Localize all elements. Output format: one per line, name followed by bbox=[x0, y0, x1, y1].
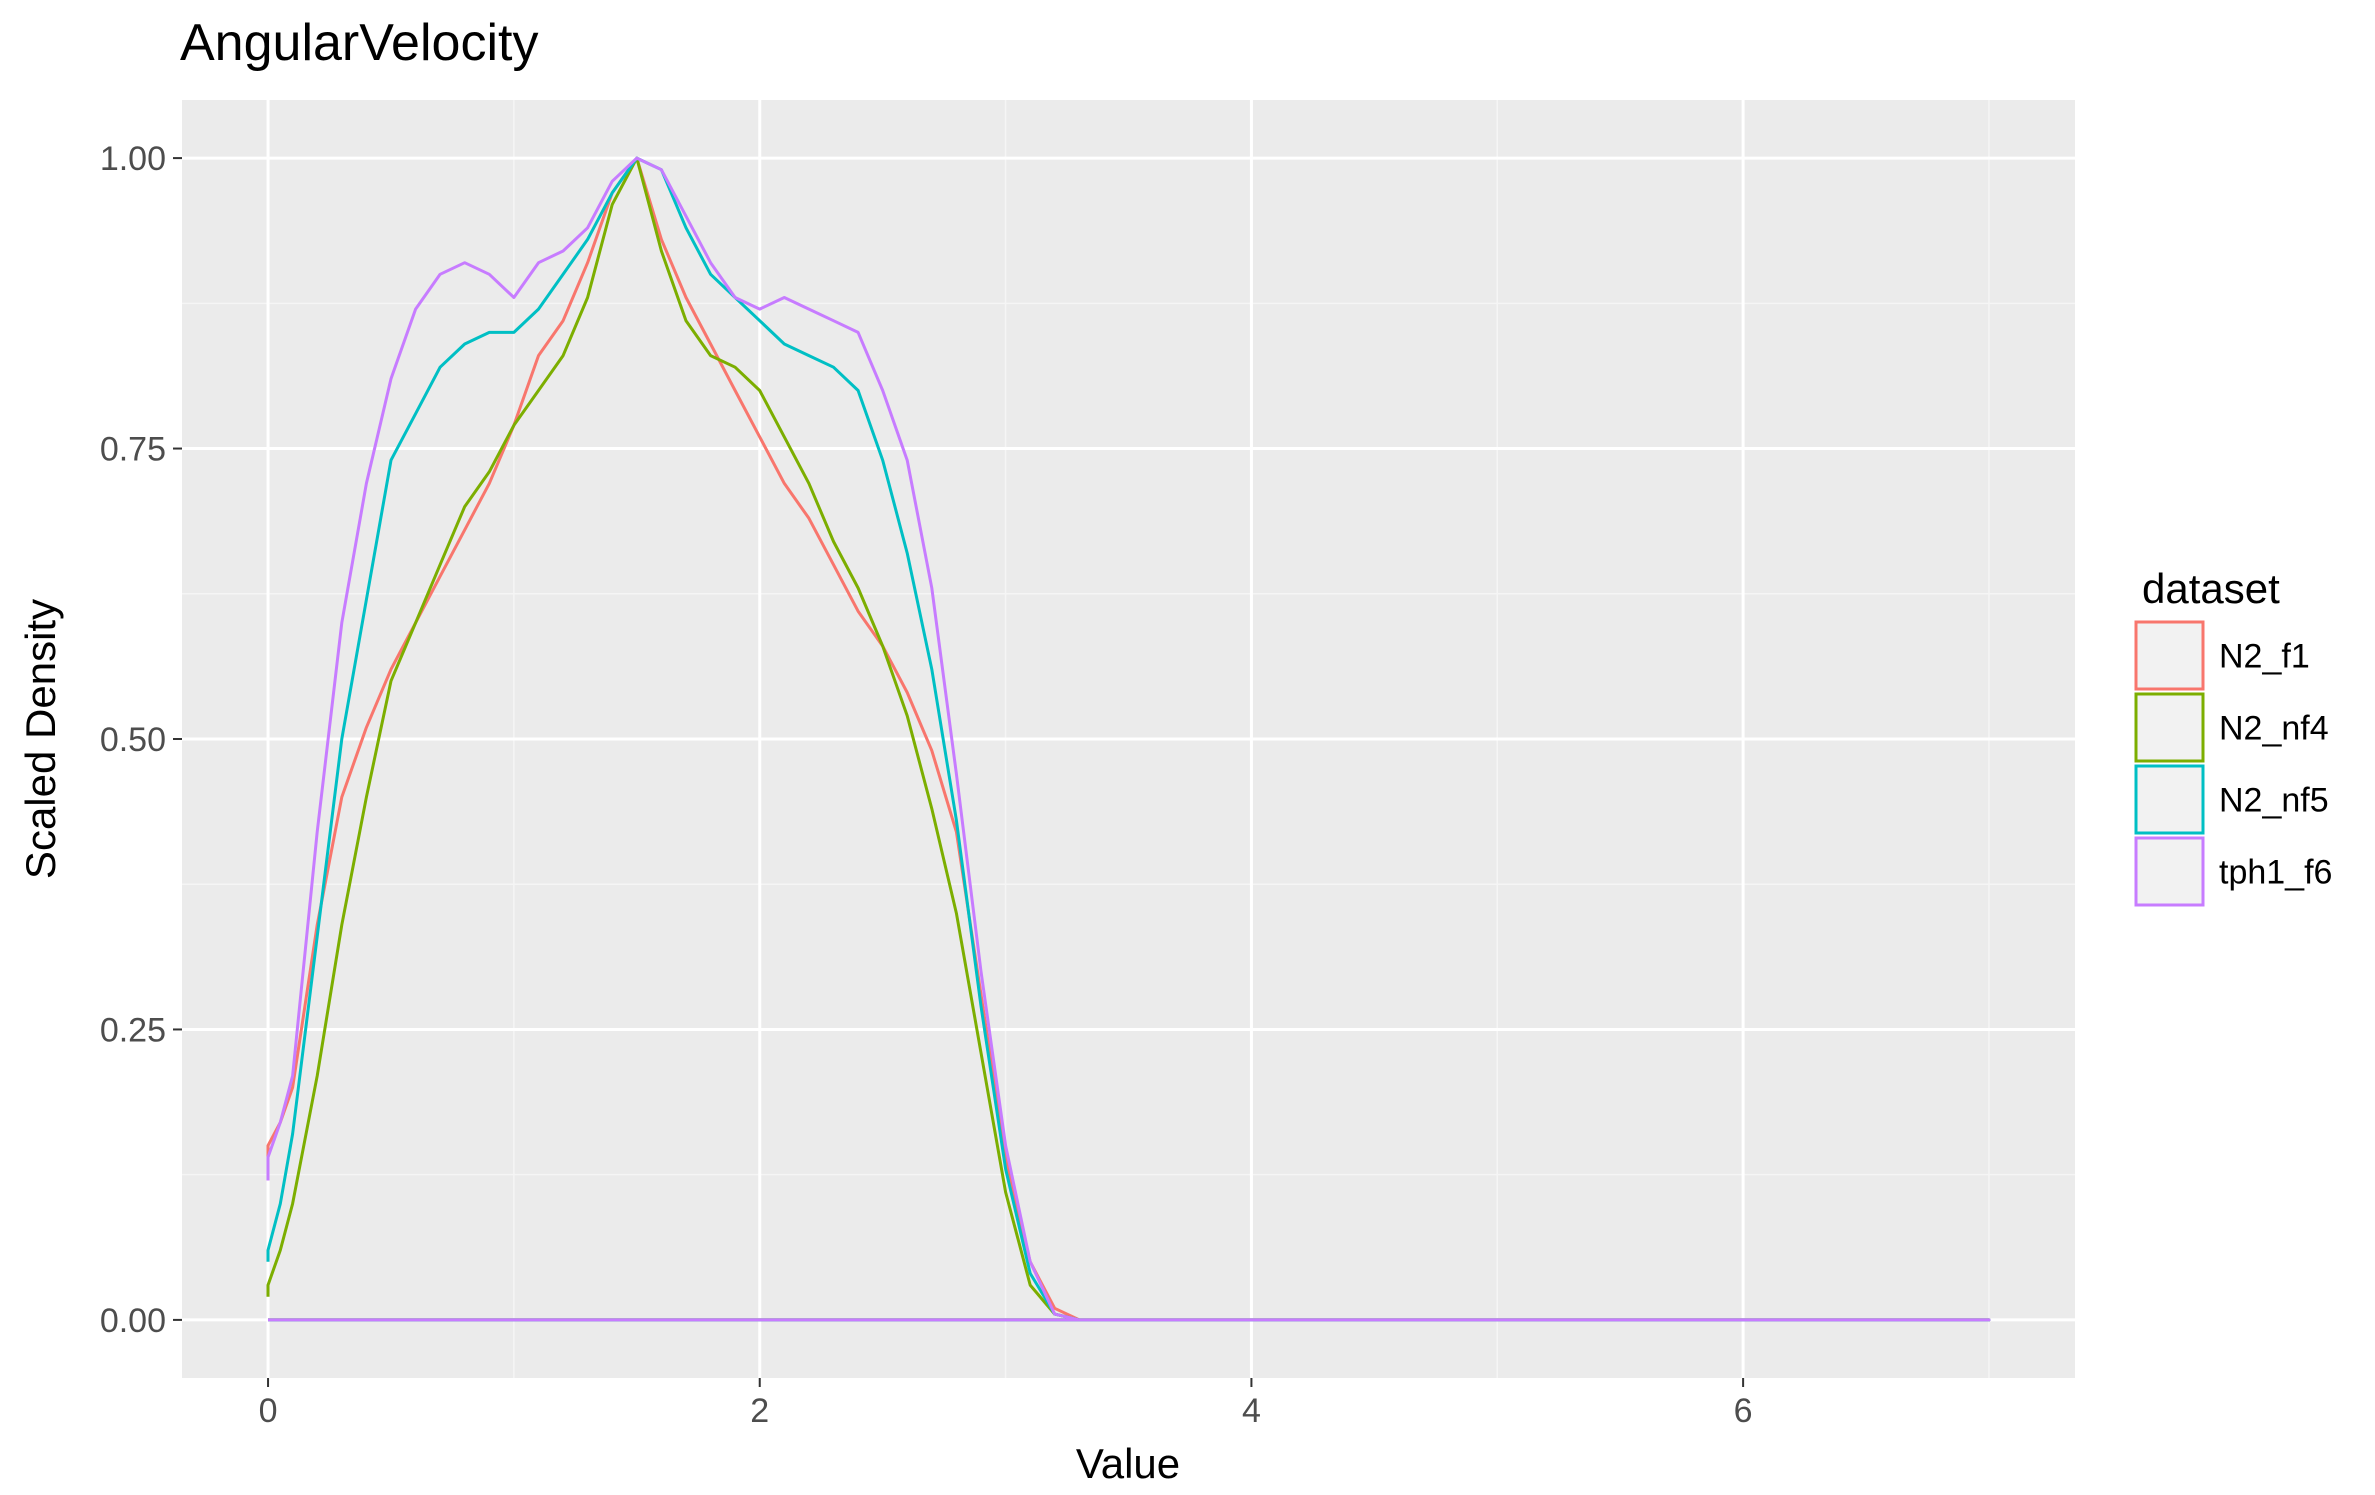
chart-title: AngularVelocity bbox=[180, 14, 538, 72]
legend-label-N2_f1: N2_f1 bbox=[2219, 638, 2310, 676]
x-tick-label: 0 bbox=[259, 1392, 278, 1430]
y-tick-label: 0.50 bbox=[100, 721, 166, 759]
legend-key-N2_nf5 bbox=[2134, 764, 2205, 835]
y-tick-label: 1.00 bbox=[100, 140, 166, 178]
legend-label-tph1_f6: tph1_f6 bbox=[2219, 854, 2332, 892]
x-axis-title: Value bbox=[1076, 1440, 1180, 1487]
legend-title: dataset bbox=[2142, 565, 2280, 612]
major-gridlines bbox=[182, 100, 2075, 1378]
series-line-N2_nf5 bbox=[266, 156, 1991, 1322]
legend-key-tph1_f6 bbox=[2134, 836, 2205, 907]
x-tick-label: 2 bbox=[750, 1392, 769, 1430]
legend-key-N2_f1 bbox=[2134, 620, 2205, 691]
series-line-tph1_f6 bbox=[266, 156, 1991, 1322]
x-tick-label: 6 bbox=[1734, 1392, 1753, 1430]
y-tick-label: 0.75 bbox=[100, 431, 166, 469]
legend: dataset N2_f1 N2_nf4 N2_nf5 tph1_f6 bbox=[2134, 565, 2332, 907]
series-layer bbox=[266, 156, 1991, 1322]
y-tick-label: 0.00 bbox=[100, 1302, 166, 1340]
legend-label-N2_nf5: N2_nf5 bbox=[2219, 782, 2329, 820]
series-line-N2_nf4 bbox=[266, 156, 1991, 1322]
legend-key-N2_nf4 bbox=[2134, 692, 2205, 763]
legend-label-N2_nf4: N2_nf4 bbox=[2219, 710, 2329, 748]
y-axis: 0.00 0.25 0.50 0.75 1.00 bbox=[100, 140, 182, 1340]
x-axis: 0 2 4 6 bbox=[259, 1378, 1753, 1430]
y-axis-title: Scaled Density bbox=[17, 599, 64, 879]
y-tick-label: 0.25 bbox=[100, 1011, 166, 1049]
x-tick-label: 4 bbox=[1242, 1392, 1261, 1430]
